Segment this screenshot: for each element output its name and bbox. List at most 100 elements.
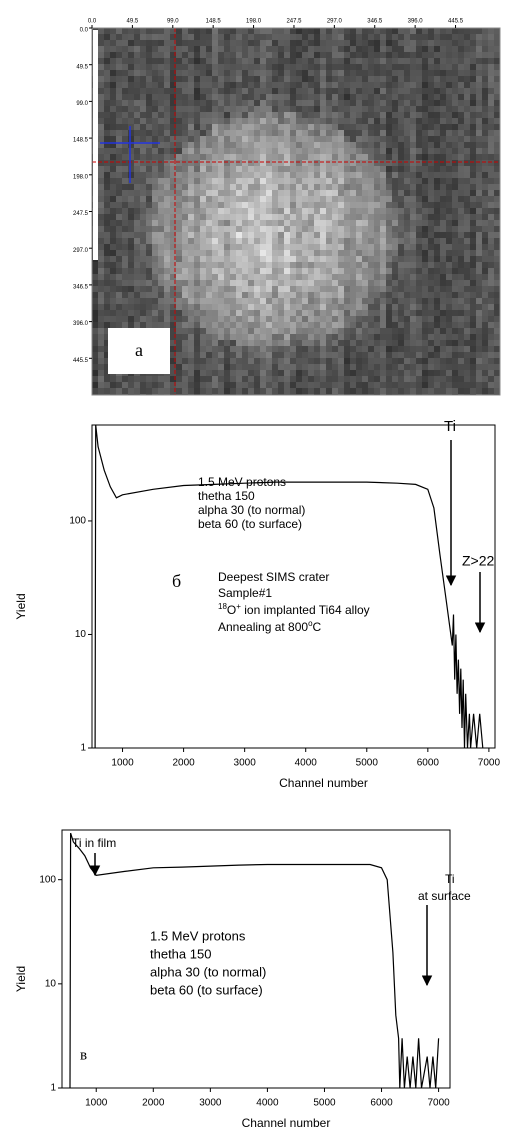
pixel: [374, 214, 380, 220]
pixel: [380, 40, 386, 46]
pixel: [116, 322, 122, 328]
pixel: [422, 334, 428, 340]
pixel: [458, 334, 464, 340]
pixel: [458, 172, 464, 178]
pixel: [200, 172, 206, 178]
pixel: [242, 58, 248, 64]
pixel: [212, 106, 218, 112]
pixel: [338, 184, 344, 190]
pixel: [260, 178, 266, 184]
pixel: [416, 40, 422, 46]
pixel: [452, 226, 458, 232]
pixel: [422, 262, 428, 268]
pixel: [392, 64, 398, 70]
pixel: [176, 58, 182, 64]
pixel: [308, 148, 314, 154]
pixel: [164, 64, 170, 70]
pixel: [152, 94, 158, 100]
pixel: [248, 46, 254, 52]
pixel: [206, 196, 212, 202]
pixel: [296, 274, 302, 280]
pixel: [482, 256, 488, 262]
pixel: [236, 28, 242, 34]
pixel: [206, 346, 212, 352]
pixel: [452, 64, 458, 70]
pixel: [140, 196, 146, 202]
pixel: [266, 34, 272, 40]
pixel: [188, 352, 194, 358]
pixel: [344, 328, 350, 334]
pixel: [122, 94, 128, 100]
pixel: [194, 178, 200, 184]
pixel: [194, 112, 200, 118]
pixel: [260, 388, 266, 394]
pixel: [422, 178, 428, 184]
pixel: [176, 160, 182, 166]
pixel: [266, 202, 272, 208]
pixel: [362, 196, 368, 202]
pixel: [482, 46, 488, 52]
pixel: [302, 208, 308, 214]
pixel: [422, 70, 428, 76]
pixel: [188, 388, 194, 394]
pixel: [410, 76, 416, 82]
pixel: [188, 244, 194, 250]
pixel: [290, 196, 296, 202]
pixel: [122, 64, 128, 70]
pixel: [404, 328, 410, 334]
pixel: [440, 88, 446, 94]
pixel: [122, 220, 128, 226]
pixel: [188, 280, 194, 286]
pixel: [248, 280, 254, 286]
pixel: [158, 316, 164, 322]
pixel: [122, 52, 128, 58]
pixel: [314, 244, 320, 250]
pixel: [230, 262, 236, 268]
pixel: [218, 340, 224, 346]
pixel: [452, 274, 458, 280]
pixel: [308, 166, 314, 172]
pixel: [254, 178, 260, 184]
pixel: [200, 124, 206, 130]
pixel: [254, 196, 260, 202]
pixel: [242, 268, 248, 274]
pixel: [488, 178, 494, 184]
pixel: [422, 46, 428, 52]
pixel: [392, 334, 398, 340]
pixel: [224, 310, 230, 316]
pixel: [422, 346, 428, 352]
pixel: [374, 376, 380, 382]
pixel: [182, 190, 188, 196]
pixel: [278, 160, 284, 166]
pixel: [98, 154, 104, 160]
pixel: [428, 286, 434, 292]
pixel: [272, 310, 278, 316]
pixel: [260, 64, 266, 70]
pixel: [452, 364, 458, 370]
pixel: [434, 76, 440, 82]
pixel: [464, 202, 470, 208]
pixel: [218, 358, 224, 364]
pixel: [356, 388, 362, 394]
pixel: [158, 286, 164, 292]
pixel: [308, 388, 314, 394]
pixel: [206, 358, 212, 364]
pixel: [392, 142, 398, 148]
pixel: [236, 184, 242, 190]
pixel: [440, 298, 446, 304]
pixel: [320, 178, 326, 184]
pixel: [362, 88, 368, 94]
pixel: [446, 250, 452, 256]
pixel: [332, 286, 338, 292]
pixel: [290, 370, 296, 376]
pixel: [212, 238, 218, 244]
pixel: [212, 214, 218, 220]
pixel: [224, 262, 230, 268]
pixel: [122, 160, 128, 166]
pixel: [302, 370, 308, 376]
pixel: [494, 244, 500, 250]
pixel: [356, 310, 362, 316]
pixel: [200, 190, 206, 196]
pixel: [440, 262, 446, 268]
pixel: [494, 34, 500, 40]
